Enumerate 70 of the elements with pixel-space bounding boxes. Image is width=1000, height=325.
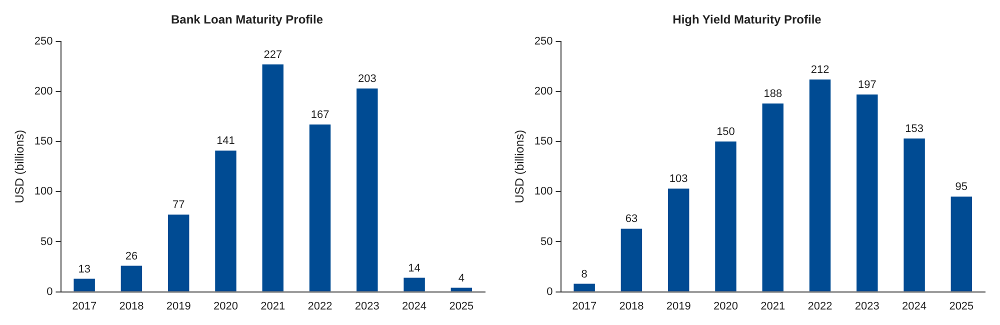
- chart-title: Bank Loan Maturity Profile: [170, 12, 324, 27]
- data-label: 212: [810, 64, 830, 76]
- y-tick-label: 150: [534, 136, 553, 148]
- y-tick-label: 150: [34, 136, 53, 148]
- x-tick-label: 2025: [449, 300, 474, 312]
- bar: [904, 138, 925, 292]
- x-tick-label: 2021: [260, 300, 286, 312]
- bar: [309, 124, 331, 292]
- data-label: 150: [716, 126, 735, 138]
- data-label: 103: [669, 173, 688, 186]
- bar: [215, 150, 236, 292]
- y-tick-label: 0: [46, 286, 53, 298]
- bar: [668, 188, 690, 292]
- data-label: 63: [625, 213, 638, 226]
- bar: [809, 79, 831, 292]
- y-tick-label: 100: [534, 186, 553, 198]
- x-tick-label: 2024: [902, 300, 927, 312]
- x-tick-label: 2023: [354, 300, 380, 312]
- x-tick-label: 2022: [808, 300, 832, 312]
- bar: [262, 64, 284, 292]
- bar: [404, 278, 425, 292]
- bar: [574, 284, 595, 292]
- data-label: 4: [458, 272, 464, 284]
- y-tick-label: 250: [34, 35, 53, 48]
- bar: [620, 228, 642, 292]
- bar: [715, 142, 736, 292]
- data-label: 26: [125, 250, 138, 262]
- x-tick-label: 2024: [402, 300, 427, 312]
- x-tick-label: 2017: [572, 300, 597, 312]
- x-tick-label: 2020: [213, 300, 238, 312]
- data-label: 13: [78, 263, 90, 276]
- x-tick-label: 2025: [949, 300, 974, 312]
- bar: [168, 214, 190, 292]
- y-tick-label: 50: [540, 236, 553, 248]
- data-label: 203: [358, 73, 376, 86]
- data-label: 141: [216, 135, 235, 148]
- x-tick-label: 2018: [119, 300, 144, 312]
- data-label: 167: [310, 109, 330, 122]
- bar: [450, 288, 472, 292]
- x-tick-label: 2023: [854, 300, 880, 312]
- x-tick-label: 2020: [713, 300, 738, 312]
- x-tick-label: 2017: [72, 300, 97, 312]
- data-label: 197: [858, 79, 876, 92]
- y-tick-label: 0: [546, 286, 553, 298]
- data-label: 14: [408, 262, 420, 274]
- y-tick-label: 50: [40, 236, 53, 248]
- bar: [762, 104, 784, 292]
- y-tick-label: 200: [534, 86, 553, 98]
- data-label: 95: [955, 181, 968, 194]
- x-tick-label: 2019: [666, 300, 691, 312]
- y-tick-label: 200: [34, 86, 53, 98]
- x-tick-label: 2019: [166, 300, 191, 312]
- bar: [856, 94, 878, 292]
- bar: [950, 196, 972, 292]
- x-tick-label: 2022: [308, 300, 332, 312]
- bar: [120, 266, 142, 292]
- data-label: 227: [264, 48, 282, 61]
- x-tick-label: 2018: [619, 300, 644, 312]
- data-label: 8: [581, 268, 588, 280]
- y-axis-title: USD (billions): [12, 130, 27, 204]
- bar: [74, 278, 95, 292]
- y-tick-label: 100: [34, 186, 53, 198]
- data-label: 77: [172, 199, 185, 212]
- data-label: 188: [764, 88, 782, 100]
- y-axis-title: USD (billions): [512, 130, 527, 204]
- chart-title: High Yield Maturity Profile: [672, 12, 822, 27]
- y-tick-label: 250: [534, 35, 553, 48]
- data-label: 153: [905, 123, 924, 136]
- bar: [356, 88, 378, 292]
- x-tick-label: 2021: [760, 300, 786, 312]
